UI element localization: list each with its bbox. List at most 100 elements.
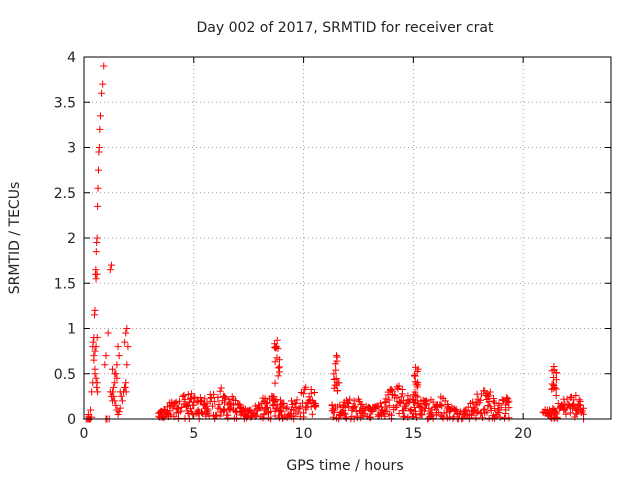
data-point <box>494 407 502 415</box>
data-point <box>205 412 213 420</box>
data-point <box>274 364 282 372</box>
data-point <box>387 386 395 394</box>
data-point <box>412 380 420 388</box>
data-point <box>210 390 218 398</box>
data-point <box>576 397 584 405</box>
data-point <box>413 413 421 421</box>
y-tick-label: 1.5 <box>54 276 76 292</box>
data-point <box>276 363 284 371</box>
data-point <box>160 406 168 414</box>
data-point <box>490 397 498 405</box>
data-point <box>91 365 99 373</box>
data-point <box>106 266 114 274</box>
data-point <box>121 383 129 391</box>
data-point <box>292 404 300 412</box>
data-point <box>483 408 491 416</box>
data-point <box>109 388 117 396</box>
data-point <box>552 392 560 400</box>
data-point <box>110 392 118 400</box>
data-point <box>167 411 175 419</box>
data-point <box>270 400 278 408</box>
data-point <box>117 392 125 400</box>
data-point <box>447 406 455 414</box>
data-point <box>271 340 279 348</box>
data-point <box>107 261 115 269</box>
data-point <box>382 398 390 406</box>
data-point <box>171 399 179 407</box>
data-point <box>190 398 198 406</box>
data-point <box>505 414 513 422</box>
data-point <box>188 390 196 398</box>
data-point <box>118 397 126 405</box>
data-point <box>330 408 338 416</box>
data-point <box>181 395 189 403</box>
data-point <box>184 390 192 398</box>
data-point <box>92 374 100 382</box>
data-point <box>92 266 100 274</box>
data-point <box>95 144 103 151</box>
data-point <box>358 401 366 409</box>
data-point <box>221 393 229 401</box>
data-point <box>109 365 117 373</box>
data-point <box>414 393 422 401</box>
data-point <box>96 112 104 120</box>
data-point <box>496 413 504 421</box>
data-point <box>121 338 129 346</box>
data-point <box>399 397 407 405</box>
data-point <box>272 344 280 352</box>
data-point <box>123 361 131 369</box>
data-point <box>111 397 119 405</box>
data-point <box>334 387 342 395</box>
data-point <box>217 384 225 392</box>
data-point <box>271 379 279 387</box>
data-point <box>412 392 420 400</box>
data-point <box>216 412 224 420</box>
data-point <box>114 343 122 351</box>
data-point <box>100 62 108 70</box>
data-point <box>404 392 412 400</box>
data-point <box>311 389 319 397</box>
data-point <box>184 410 192 418</box>
data-point <box>197 408 205 416</box>
data-point <box>294 408 302 416</box>
data-point <box>94 202 102 210</box>
data-point <box>376 399 384 407</box>
data-point <box>88 388 96 396</box>
data-point <box>472 414 480 422</box>
data-point <box>397 393 405 401</box>
data-point <box>452 405 460 413</box>
data-point <box>332 366 340 374</box>
data-point <box>411 388 419 396</box>
data-points <box>82 62 588 423</box>
data-point <box>498 396 506 404</box>
data-point <box>263 399 271 407</box>
data-point <box>398 390 406 398</box>
data-point <box>423 397 431 405</box>
y-tick-label: 1 <box>67 322 76 338</box>
data-point <box>429 414 437 422</box>
data-point <box>99 80 107 88</box>
data-point <box>437 401 445 409</box>
data-point <box>429 398 437 406</box>
data-point <box>425 404 433 412</box>
data-point <box>329 413 337 421</box>
data-point <box>115 408 123 416</box>
data-point <box>124 343 132 351</box>
data-point <box>98 89 106 97</box>
x-tick-label: 10 <box>295 426 313 442</box>
data-point <box>413 383 421 391</box>
data-point <box>476 396 484 404</box>
data-point <box>197 397 205 405</box>
data-point <box>111 379 119 387</box>
chart-title: Day 002 of 2017, SRMTID for receiver cra… <box>197 20 494 36</box>
y-tick-label: 2.5 <box>54 186 76 202</box>
x-tick-label: 0 <box>80 426 89 442</box>
data-point <box>547 411 555 419</box>
data-point <box>211 398 219 406</box>
y-tick-label: 0 <box>67 412 76 428</box>
data-point <box>550 363 558 371</box>
data-point <box>214 394 222 402</box>
data-point <box>93 234 101 242</box>
data-point <box>216 387 224 395</box>
data-point <box>91 306 99 314</box>
